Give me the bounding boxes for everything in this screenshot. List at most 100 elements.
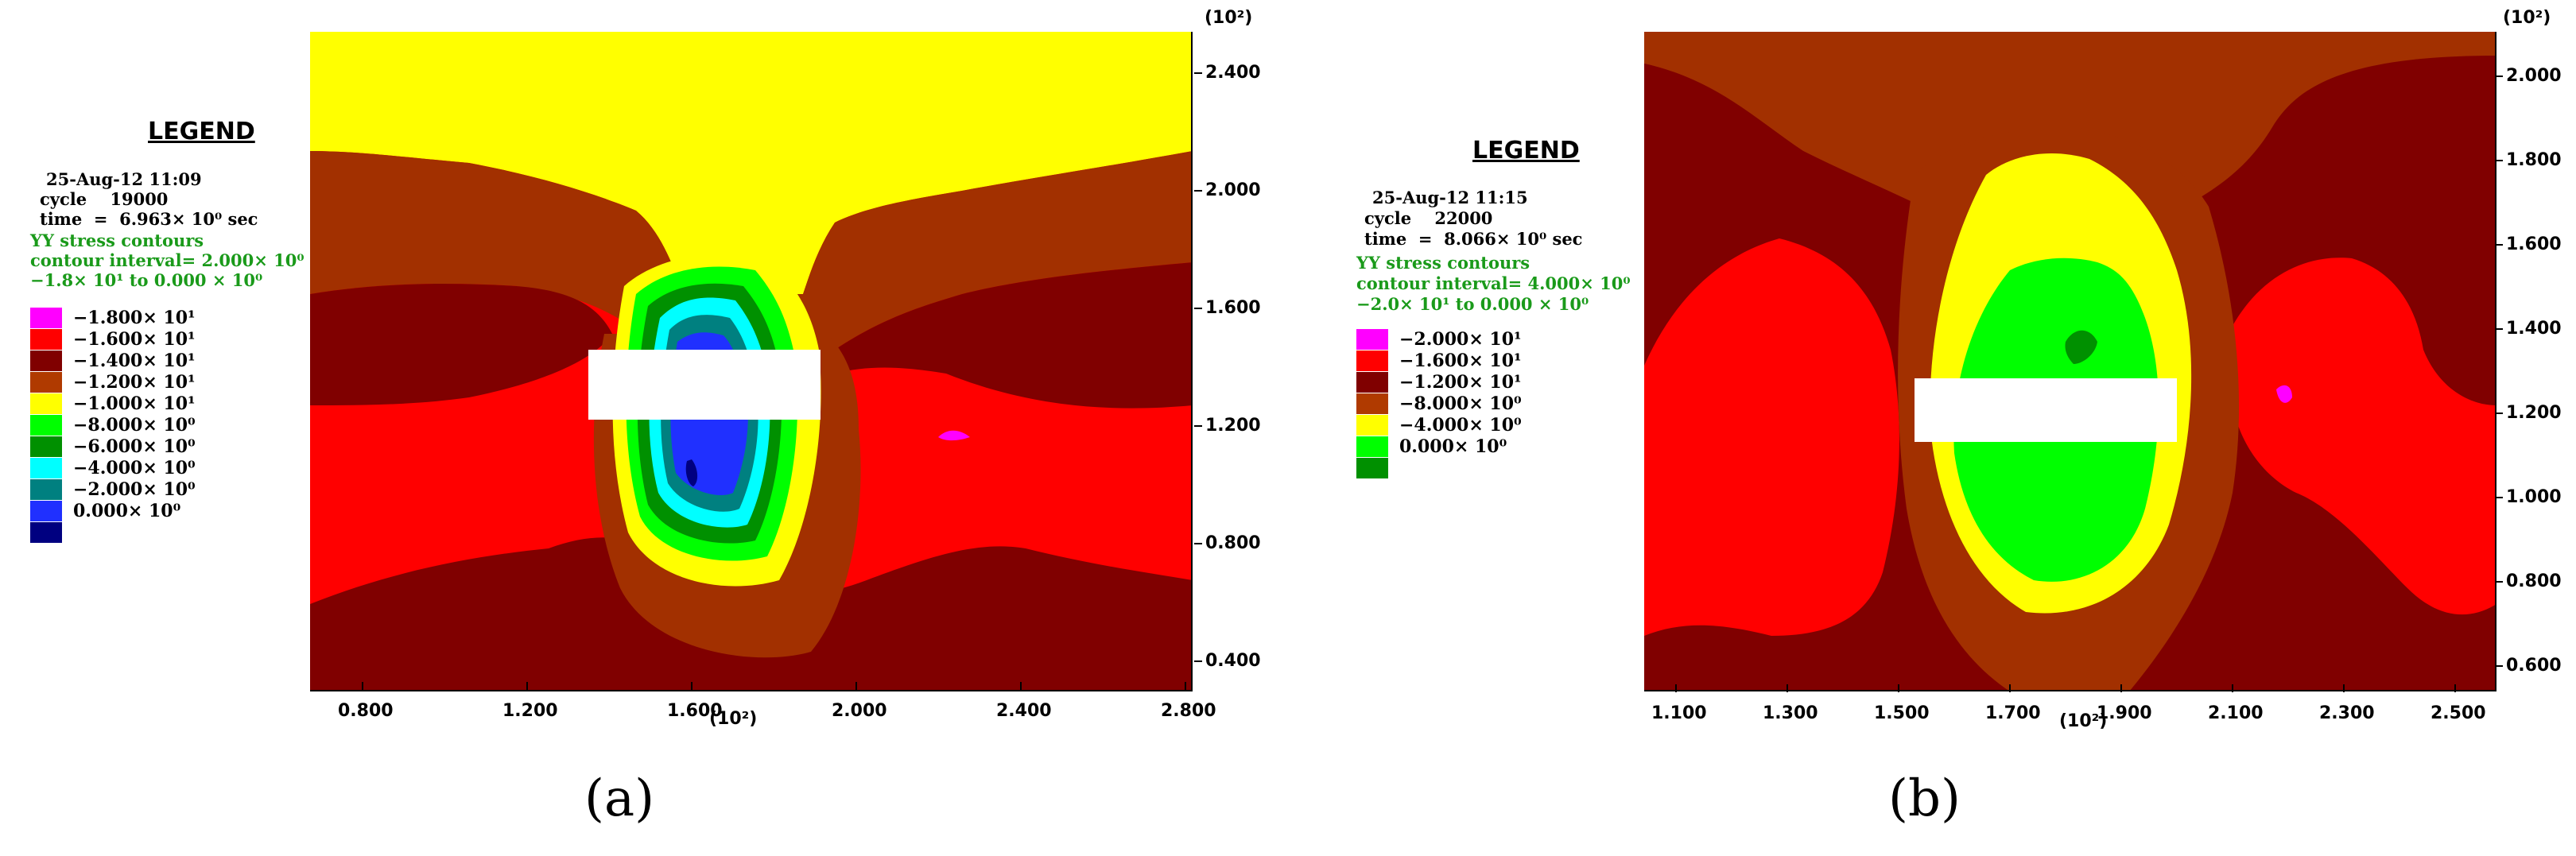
x-tick-label: 0.800: [338, 701, 394, 721]
legend-item: −8.000× 10⁰: [1356, 393, 1522, 414]
y-tick-mark: [1194, 308, 1202, 309]
legend-item-label: −1.800× 10¹: [73, 308, 196, 328]
legend-range: −2.0× 10¹ to 0.000 × 10⁰: [1356, 294, 1589, 314]
x-tick-label: 2.500: [2431, 703, 2486, 723]
y-tick-mark: [2495, 665, 2503, 667]
legend-item: −6.000× 10⁰: [30, 436, 196, 457]
legend-item-label: −1.200× 10¹: [73, 372, 196, 393]
contour-plot-a: [310, 32, 1193, 691]
y-tick-mark: [2495, 160, 2503, 161]
x-tick-label: 2.800: [1161, 701, 1216, 721]
legend-contour-interval: contour interval= 4.000× 10⁰: [1356, 273, 1631, 293]
legend-swatch: [30, 415, 62, 436]
y-tick-label: 1.400: [2506, 319, 2562, 339]
x-tick-mark: [2454, 684, 2456, 692]
legend-item-label: −6.000× 10⁰: [73, 436, 196, 457]
y-axis-line: [2495, 32, 2496, 691]
x-tick-label: 1.200: [502, 701, 558, 721]
legend-item-label: −1.400× 10¹: [73, 351, 196, 371]
y-tick-mark: [2495, 497, 2503, 498]
y-tick-mark: [1194, 660, 1202, 662]
legend-title: LEGEND: [1472, 137, 1580, 165]
y-tick-mark: [1194, 425, 1202, 427]
legend-swatch: [1356, 458, 1388, 478]
legend-swatch: [1356, 351, 1388, 371]
y-tick-mark: [2495, 413, 2503, 414]
legend-contour-name: YY stress contours: [1356, 253, 1530, 273]
legend-item: −2.000× 10¹: [1356, 329, 1522, 350]
x-tick-label: 1.600: [667, 701, 723, 721]
x-tick-label: 1.500: [1874, 703, 1930, 723]
y-tick-label: 1.600: [1205, 298, 1261, 318]
x-tick-label: 1.900: [2097, 703, 2152, 723]
legend-item-label: −8.000× 10⁰: [73, 415, 196, 436]
y-tick-mark: [1194, 190, 1202, 192]
contour-plot-b: [1644, 32, 2496, 691]
legend-date: 25-Aug-12 11:09: [46, 169, 202, 189]
legend-swatch: [30, 372, 62, 393]
legend-item: −1.600× 10¹: [1356, 351, 1522, 371]
y-tick-mark: [2495, 581, 2503, 583]
y-tick-mark: [2495, 328, 2503, 330]
legend-item-label: −1.600× 10¹: [73, 329, 196, 350]
legend-swatch: [1356, 415, 1388, 436]
y-tick-label: 0.600: [2506, 656, 2562, 676]
legend-swatch: [30, 329, 62, 350]
legend-item-label: −2.000× 10⁰: [73, 479, 196, 500]
legend-item: −1.800× 10¹: [30, 308, 196, 328]
x-axis-line: [310, 690, 1193, 691]
legend-contour-interval: contour interval= 2.000× 10⁰: [30, 250, 305, 270]
x-axis-line: [1644, 690, 2496, 691]
x-tick-label: 2.300: [2319, 703, 2375, 723]
legend-item: [1356, 458, 1399, 478]
y-tick-mark: [1194, 72, 1202, 74]
y-axis-line: [1191, 32, 1193, 691]
legend-item: −1.200× 10¹: [1356, 372, 1522, 393]
legend-item-label: −2.000× 10¹: [1399, 329, 1522, 350]
legend-cycle: cycle 22000: [1364, 208, 1493, 228]
legend-date: 25-Aug-12 11:15: [1372, 188, 1528, 207]
x-tick-label: 1.300: [1763, 703, 1818, 723]
y-tick-label: 1.200: [1205, 416, 1261, 436]
y-tick-label: 2.000: [1205, 180, 1261, 200]
x-tick-label: 1.700: [1985, 703, 2041, 723]
y-tick-mark: [2495, 244, 2503, 246]
y-tick-label: 1.200: [2506, 403, 2562, 423]
legend-item: −4.000× 10⁰: [30, 458, 196, 478]
legend-swatch: [1356, 329, 1388, 350]
legend-item: −1.000× 10¹: [30, 393, 196, 414]
legend-cycle: cycle 19000: [40, 189, 169, 209]
y-axis-unit: (10²): [2503, 8, 2551, 28]
legend-item: [30, 522, 73, 543]
legend-title: LEGEND: [148, 118, 255, 145]
x-tick-label: 2.400: [996, 701, 1052, 721]
legend-item: −1.400× 10¹: [30, 351, 196, 371]
caption-b: (b): [1888, 769, 1961, 828]
y-tick-label: 0.400: [1205, 651, 1261, 671]
legend-item: −1.200× 10¹: [30, 372, 196, 393]
y-tick-label: 1.800: [2506, 150, 2562, 170]
legend-item: −4.000× 10⁰: [1356, 415, 1522, 436]
legend-swatch: [30, 479, 62, 500]
legend-swatch: [30, 393, 62, 414]
x-tick-mark: [1185, 682, 1186, 690]
x-tick-mark: [1787, 684, 1788, 692]
legend-item-label: −4.000× 10⁰: [73, 458, 196, 478]
x-tick-mark: [2343, 684, 2345, 692]
x-tick-mark: [1675, 684, 1677, 692]
x-tick-mark: [526, 682, 528, 690]
y-tick-label: 0.800: [1205, 533, 1261, 553]
legend-time: time = 8.066× 10⁰ sec: [1364, 229, 1583, 249]
legend-range: −1.8× 10¹ to 0.000 × 10⁰: [30, 270, 263, 290]
y-axis-unit: (10²): [1205, 8, 1253, 28]
x-tick-label: 1.100: [1651, 703, 1707, 723]
legend-time: time = 6.963× 10⁰ sec: [40, 209, 258, 229]
y-tick-label: 2.000: [2506, 66, 2562, 86]
legend-swatch: [30, 522, 62, 543]
y-tick-mark: [2495, 76, 2503, 77]
legend-item: −2.000× 10⁰: [30, 479, 196, 500]
legend-item-label: −1.000× 10¹: [73, 393, 196, 414]
y-tick-mark: [1194, 543, 1202, 544]
y-tick-label: 1.600: [2506, 234, 2562, 254]
legend-item: −8.000× 10⁰: [30, 415, 196, 436]
